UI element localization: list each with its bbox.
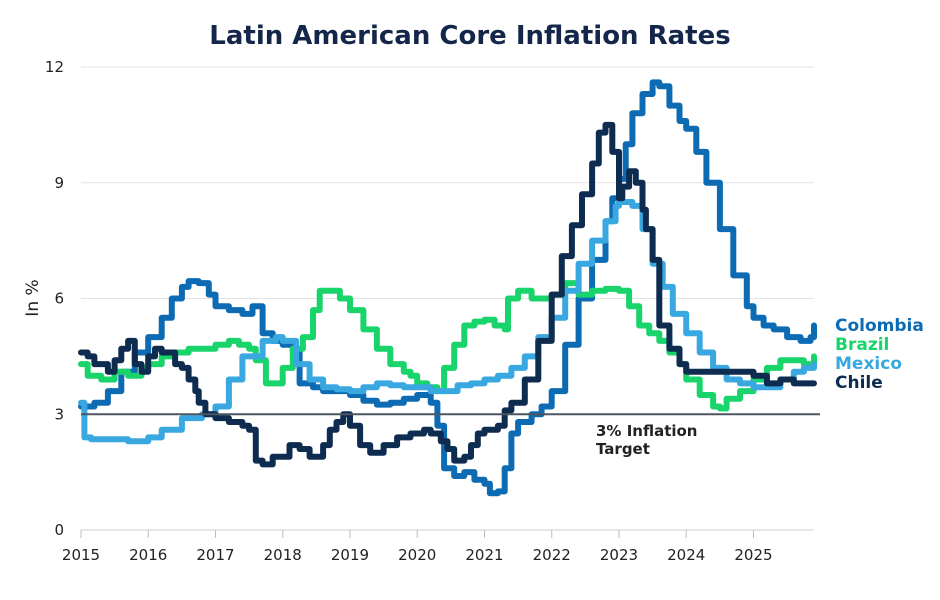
x-tick-2021: 2021 (465, 546, 503, 564)
y-tick-0: 0 (54, 521, 64, 539)
y-tick-12: 12 (45, 58, 64, 76)
legend-colombia: Colombia (835, 316, 924, 336)
x-tick-2025: 2025 (734, 546, 772, 564)
series-mexico (78, 199, 817, 445)
x-axis (80, 529, 814, 538)
x-tick-2019: 2019 (331, 546, 369, 564)
x-tick-2018: 2018 (264, 546, 302, 564)
y-axis-label: In % (23, 279, 43, 316)
x-tick-2023: 2023 (600, 546, 638, 564)
target-annotation-line2: Target (596, 440, 650, 458)
x-tick-2020: 2020 (398, 546, 436, 564)
y-tick-9: 9 (54, 174, 64, 192)
y-tick-3: 3 (54, 405, 64, 423)
target-annotation-line1: 3% Inflation (596, 422, 697, 440)
x-tick-2017: 2017 (196, 546, 234, 564)
series-colombia (78, 79, 817, 497)
x-tick-2024: 2024 (667, 546, 705, 564)
x-tick-labels: 2015 2016 2017 2018 2019 2020 2021 2022 2023 2024… (62, 546, 773, 564)
legend-brazil: Brazil (835, 335, 889, 355)
x-tick-2022: 2022 (533, 546, 571, 564)
x-tick-2015: 2015 (62, 546, 100, 564)
series-chile (78, 121, 817, 468)
chart-title: Latin American Core Inflation Rates (209, 21, 730, 51)
legend-mexico: Mexico (835, 354, 902, 374)
gridlines (81, 66, 814, 415)
y-tick-labels: 0 3 6 9 12 (45, 58, 64, 539)
series-lines (78, 79, 817, 497)
x-tick-2016: 2016 (129, 546, 167, 564)
y-tick-6: 6 (54, 290, 64, 308)
legend-chile: Chile (835, 373, 883, 393)
